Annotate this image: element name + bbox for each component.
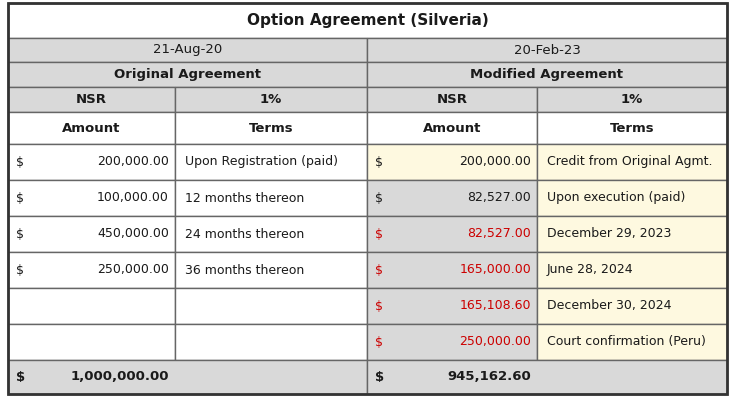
Text: 20-Feb-23: 20-Feb-23 bbox=[514, 43, 581, 57]
Text: Court confirmation (Peru): Court confirmation (Peru) bbox=[547, 336, 706, 348]
Text: $: $ bbox=[16, 156, 24, 168]
Bar bbox=[8, 288, 175, 324]
Text: Amount: Amount bbox=[62, 122, 121, 134]
Bar bbox=[8, 252, 175, 288]
Bar bbox=[537, 144, 727, 180]
Bar bbox=[367, 216, 537, 252]
Text: 250,000.00: 250,000.00 bbox=[97, 263, 169, 277]
Bar bbox=[175, 144, 367, 180]
Bar bbox=[8, 360, 367, 394]
Bar bbox=[537, 180, 727, 216]
Bar bbox=[367, 180, 537, 216]
Text: $: $ bbox=[375, 371, 384, 383]
Bar bbox=[537, 288, 727, 324]
Bar bbox=[8, 180, 175, 216]
Bar bbox=[175, 324, 367, 360]
Bar bbox=[8, 112, 175, 144]
Text: 165,000.00: 165,000.00 bbox=[459, 263, 531, 277]
Text: Option Agreement (Silveria): Option Agreement (Silveria) bbox=[247, 13, 488, 28]
Bar bbox=[8, 216, 175, 252]
Bar bbox=[175, 288, 367, 324]
Text: 945,162.60: 945,162.60 bbox=[448, 371, 531, 383]
Text: 82,527.00: 82,527.00 bbox=[467, 227, 531, 241]
Text: $: $ bbox=[16, 192, 24, 205]
Bar bbox=[537, 252, 727, 288]
Bar bbox=[537, 112, 727, 144]
Text: $: $ bbox=[375, 192, 383, 205]
Text: 36 months thereon: 36 months thereon bbox=[185, 263, 304, 277]
Text: 200,000.00: 200,000.00 bbox=[97, 156, 169, 168]
Bar bbox=[367, 252, 537, 288]
Text: $: $ bbox=[16, 227, 24, 241]
Text: June 28, 2024: June 28, 2024 bbox=[547, 263, 634, 277]
Text: Credit from Original Agmt.: Credit from Original Agmt. bbox=[547, 156, 712, 168]
Text: $: $ bbox=[375, 263, 383, 277]
Bar bbox=[8, 38, 367, 62]
Text: 200,000.00: 200,000.00 bbox=[459, 156, 531, 168]
Text: NSR: NSR bbox=[76, 93, 107, 106]
Bar bbox=[367, 144, 537, 180]
Bar bbox=[367, 38, 727, 62]
Bar bbox=[367, 112, 537, 144]
Bar bbox=[8, 144, 175, 180]
Text: 1,000,000.00: 1,000,000.00 bbox=[71, 371, 169, 383]
Text: 100,000.00: 100,000.00 bbox=[97, 192, 169, 205]
Text: Modified Agreement: Modified Agreement bbox=[470, 68, 623, 81]
Text: Upon execution (paid): Upon execution (paid) bbox=[547, 192, 685, 205]
Bar bbox=[367, 324, 537, 360]
Text: Terms: Terms bbox=[610, 122, 654, 134]
Text: $: $ bbox=[375, 156, 383, 168]
Text: 1%: 1% bbox=[621, 93, 643, 106]
Text: $: $ bbox=[375, 227, 383, 241]
Text: $: $ bbox=[375, 300, 383, 312]
Text: Amount: Amount bbox=[423, 122, 481, 134]
Text: 165,108.60: 165,108.60 bbox=[459, 300, 531, 312]
Bar bbox=[537, 87, 727, 112]
Bar bbox=[8, 87, 175, 112]
Bar bbox=[8, 324, 175, 360]
Bar bbox=[175, 87, 367, 112]
Text: 250,000.00: 250,000.00 bbox=[459, 336, 531, 348]
Text: $: $ bbox=[375, 336, 383, 348]
Bar bbox=[367, 87, 537, 112]
Bar bbox=[537, 324, 727, 360]
Text: December 29, 2023: December 29, 2023 bbox=[547, 227, 671, 241]
Text: NSR: NSR bbox=[437, 93, 467, 106]
Bar bbox=[175, 216, 367, 252]
Text: 24 months thereon: 24 months thereon bbox=[185, 227, 304, 241]
Text: $: $ bbox=[16, 371, 25, 383]
Bar bbox=[367, 360, 727, 394]
Text: $: $ bbox=[16, 263, 24, 277]
Text: 450,000.00: 450,000.00 bbox=[97, 227, 169, 241]
Bar bbox=[367, 288, 537, 324]
Bar bbox=[367, 62, 727, 87]
Text: Terms: Terms bbox=[248, 122, 293, 134]
Text: December 30, 2024: December 30, 2024 bbox=[547, 300, 672, 312]
Bar bbox=[175, 252, 367, 288]
Text: 82,527.00: 82,527.00 bbox=[467, 192, 531, 205]
Bar bbox=[175, 180, 367, 216]
Text: Original Agreement: Original Agreement bbox=[114, 68, 261, 81]
Text: 21-Aug-20: 21-Aug-20 bbox=[153, 43, 222, 57]
Bar bbox=[537, 216, 727, 252]
Text: Upon Registration (paid): Upon Registration (paid) bbox=[185, 156, 338, 168]
Bar bbox=[175, 112, 367, 144]
Bar bbox=[8, 3, 727, 38]
Text: 1%: 1% bbox=[260, 93, 282, 106]
Bar bbox=[8, 62, 367, 87]
Text: 12 months thereon: 12 months thereon bbox=[185, 192, 304, 205]
